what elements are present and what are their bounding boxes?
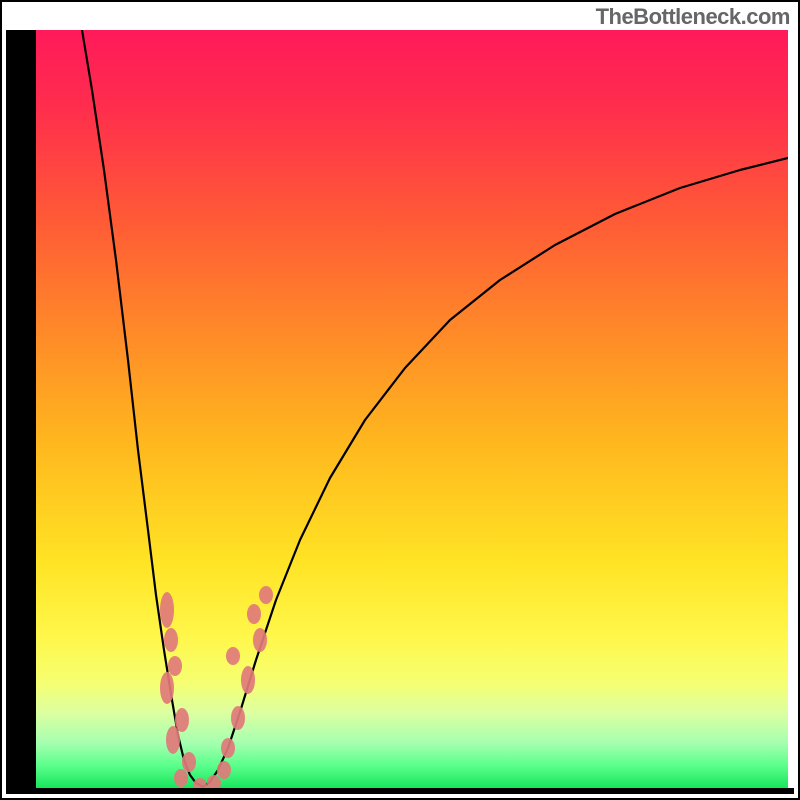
data-marker <box>253 628 267 652</box>
data-marker <box>226 647 240 665</box>
frame-bottom-bar <box>6 788 794 794</box>
data-marker <box>168 656 182 676</box>
chart-stage: TheBottleneck.com <box>0 0 800 800</box>
data-marker <box>175 708 189 732</box>
data-marker <box>217 761 231 779</box>
frame-left-bar <box>6 30 36 794</box>
data-marker <box>160 672 174 704</box>
chart-svg <box>0 0 800 800</box>
data-marker <box>241 666 255 694</box>
data-marker <box>182 752 196 772</box>
gradient-plot-area <box>36 30 788 788</box>
data-marker <box>221 738 235 758</box>
data-marker <box>231 706 245 730</box>
data-marker <box>247 604 261 624</box>
watermark-text: TheBottleneck.com <box>596 4 790 30</box>
data-marker <box>259 586 273 604</box>
data-marker <box>166 726 180 754</box>
data-marker <box>174 769 188 787</box>
data-marker <box>160 592 174 628</box>
data-marker <box>164 628 178 652</box>
